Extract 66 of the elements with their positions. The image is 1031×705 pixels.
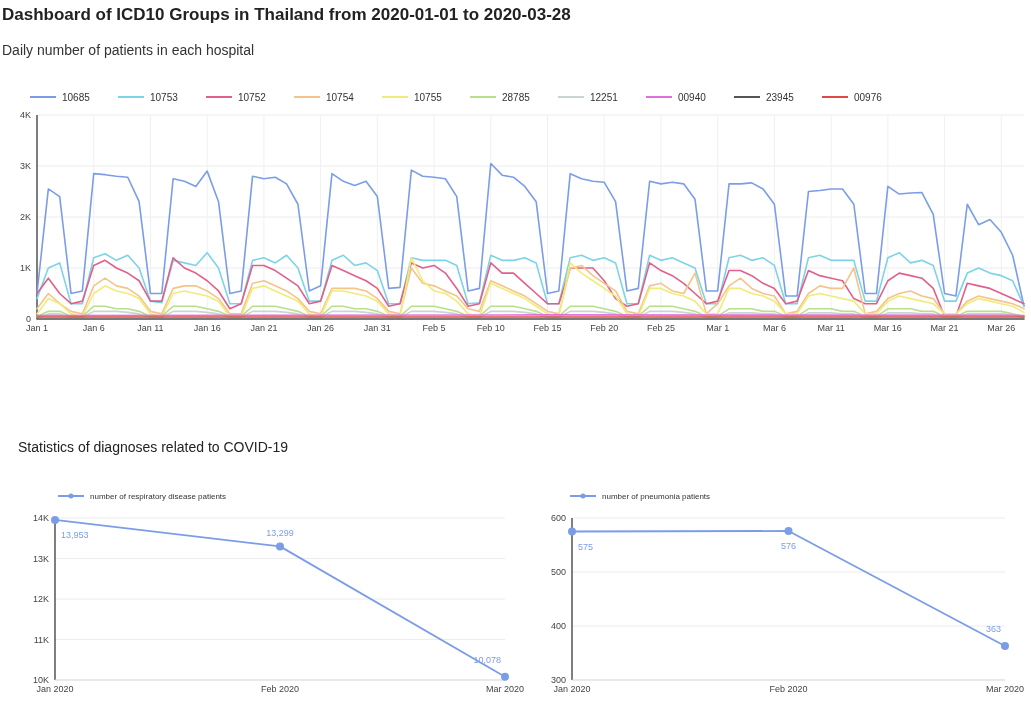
- point: [276, 542, 284, 551]
- x-tick-label: Jan 21: [250, 323, 278, 333]
- point: [501, 672, 509, 681]
- line-series: [36, 264, 1025, 315]
- legend-label: 10755: [414, 91, 443, 103]
- x-tick-label: Jan 2020: [553, 684, 591, 694]
- y-tick-label: 0: [25, 314, 31, 325]
- y-tick-label: 10K: [32, 675, 49, 686]
- x-tick-label: Feb 2020: [260, 684, 300, 694]
- y-tick-label: 12K: [32, 594, 49, 605]
- y-tick-label: 3K: [19, 161, 31, 172]
- y-tick-label: 400: [550, 621, 566, 632]
- y-tick-label: 500: [550, 567, 566, 578]
- legend-label: number of pneumonia patients: [602, 491, 711, 501]
- y-tick-label: 600: [550, 513, 566, 524]
- x-tick-label: Jan 26: [307, 323, 335, 333]
- x-tick-label: Jan 1: [25, 323, 49, 333]
- chart-subtitle: Daily number of patients in each hospital: [2, 42, 255, 58]
- point: [568, 527, 576, 536]
- x-tick-label: Jan 2020: [36, 684, 74, 694]
- x-tick-label: Jan 6: [82, 323, 105, 333]
- x-tick-label: Jan 31: [363, 323, 391, 333]
- point: [1001, 641, 1009, 650]
- y-tick-label: 4K: [19, 110, 31, 121]
- x-tick-label: Mar 16: [873, 323, 902, 333]
- data-label: 13,299: [266, 528, 294, 539]
- x-tick-label: Feb 10: [476, 323, 505, 333]
- chart-title: Dashboard of ICD10 Groups in Thailand from 2020-01-01 to 2020-03-28: [2, 5, 571, 24]
- legend-label: 10685: [62, 91, 91, 103]
- data-label: 13,953: [61, 529, 89, 540]
- data-label: 363: [985, 623, 1001, 634]
- y-tick-label: 300: [550, 675, 566, 686]
- x-tick-label: Mar 11: [817, 323, 845, 333]
- point: [784, 526, 793, 535]
- x-tick-label: Feb 15: [533, 323, 562, 333]
- legend-label: 00940: [678, 91, 707, 103]
- x-tick-label: Mar 26: [987, 323, 1016, 333]
- x-tick-label: Mar 1: [706, 323, 730, 333]
- y-tick-label: 14K: [32, 513, 49, 524]
- x-tick-label: Mar 21: [930, 323, 959, 333]
- chart-title: Statistics of diagnoses related to COVID-19: [18, 439, 289, 455]
- legend-label: 10754: [326, 91, 355, 103]
- data-label: 576: [780, 540, 797, 551]
- x-tick-label: Mar 2020: [985, 684, 1025, 694]
- legend-label: 23945: [766, 91, 795, 103]
- legend-label: 10753: [150, 91, 179, 103]
- line-series: [36, 251, 1025, 308]
- x-tick-label: Feb 20: [590, 323, 619, 333]
- data-label: 575: [578, 541, 594, 552]
- y-tick-label: 13K: [32, 553, 49, 564]
- x-tick-label: Jan 16: [193, 323, 221, 333]
- x-tick-label: Mar 2020: [485, 684, 525, 694]
- x-tick-label: Jan 11: [137, 323, 164, 333]
- legend-label: 10752: [238, 91, 267, 103]
- x-tick-label: Feb 25: [646, 323, 675, 333]
- y-tick-label: 1K: [19, 263, 31, 274]
- legend-label: 00976: [854, 91, 883, 103]
- y-tick-label: 11K: [33, 634, 49, 645]
- x-tick-label: Mar 6: [762, 323, 786, 333]
- legend-label: number of respiratory disease patients: [90, 491, 227, 501]
- y-tick-label: 2K: [19, 212, 31, 223]
- legend-label: 12251: [590, 91, 619, 103]
- point: [51, 515, 59, 524]
- x-tick-label: Feb 2020: [769, 684, 808, 694]
- legend-label: 28785: [502, 91, 531, 103]
- x-tick-label: Feb 5: [422, 323, 446, 333]
